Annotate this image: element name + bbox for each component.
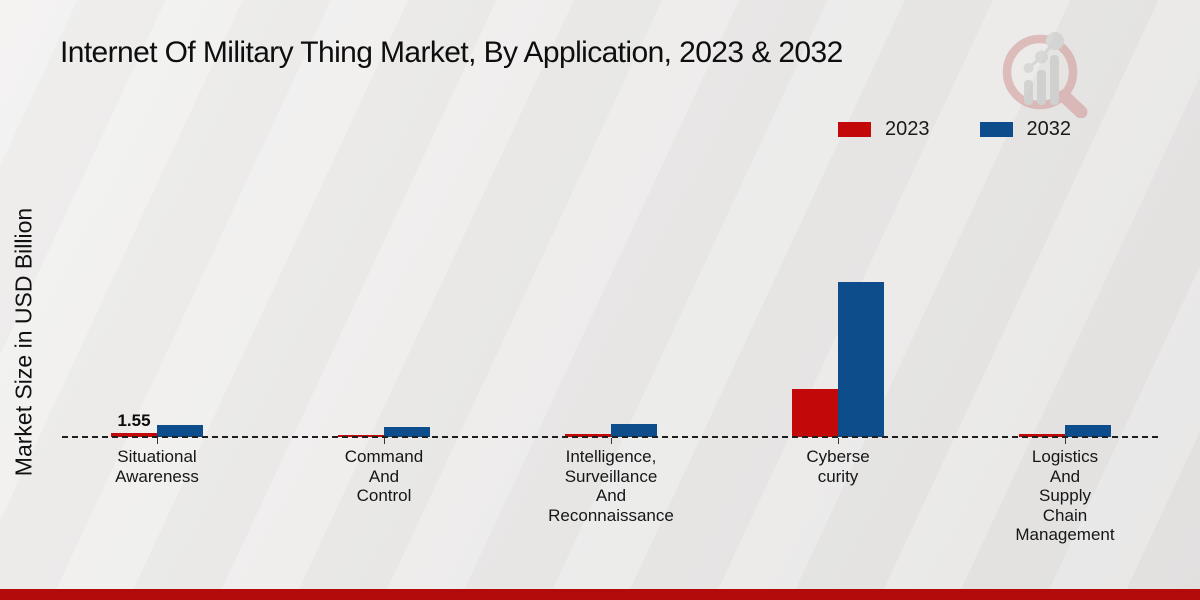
legend-swatch-2032 — [979, 122, 1013, 137]
x-axis-tick-logistics-and-supply-chain-management — [1065, 438, 1066, 444]
bar-2032-cybersecurity — [838, 282, 884, 437]
category-label-intelligence-surveillance-and-reconnaissance: Intelligence, Surveillance And Reconnais… — [548, 447, 674, 525]
legend-item-2023: 2023 — [838, 118, 930, 141]
x-axis-tick-intelligence-surveillance-and-reconnaissance — [611, 438, 612, 444]
bar-2032-intelligence-surveillance-and-reconnaissance — [611, 424, 657, 437]
legend-label-2023: 2023 — [885, 118, 930, 140]
magnifier-bar-chart-logo-icon — [992, 28, 1096, 119]
value-label-situational-awareness-2023: 1.55 — [117, 411, 151, 431]
bar-2032-command-and-control — [384, 427, 430, 437]
bar-2023-logistics-and-supply-chain-management — [1019, 434, 1065, 437]
x-axis-tick-command-and-control — [384, 438, 385, 444]
x-axis-tick-situational-awareness — [157, 438, 158, 444]
zero-baseline — [62, 436, 1158, 438]
legend-label-2032: 2032 — [1026, 118, 1072, 140]
legend-swatch-2023 — [838, 122, 871, 137]
bar-2023-cybersecurity — [792, 389, 838, 437]
category-label-situational-awareness: Situational Awareness — [115, 447, 199, 486]
category-label-logistics-and-supply-chain-management: Logistics And Supply Chain Management — [1015, 447, 1115, 544]
x-axis-tick-cybersecurity — [838, 438, 839, 444]
footer-bar — [0, 589, 1200, 600]
chart-title: Internet Of Military Thing Market, By Ap… — [60, 36, 843, 69]
bar-2023-situational-awareness — [111, 433, 157, 437]
category-label-command-and-control: Command And Control — [344, 447, 424, 505]
bar-2032-logistics-and-supply-chain-management — [1065, 425, 1111, 437]
bar-2023-intelligence-surveillance-and-reconnaissance — [565, 434, 611, 437]
bar-2032-situational-awareness — [157, 425, 203, 437]
legend-item-2032: 2032 — [979, 118, 1072, 141]
legend: 2023 2032 — [838, 118, 1071, 141]
category-label-cybersecurity: Cyberse curity — [806, 447, 870, 486]
logo-svg — [1002, 32, 1088, 119]
